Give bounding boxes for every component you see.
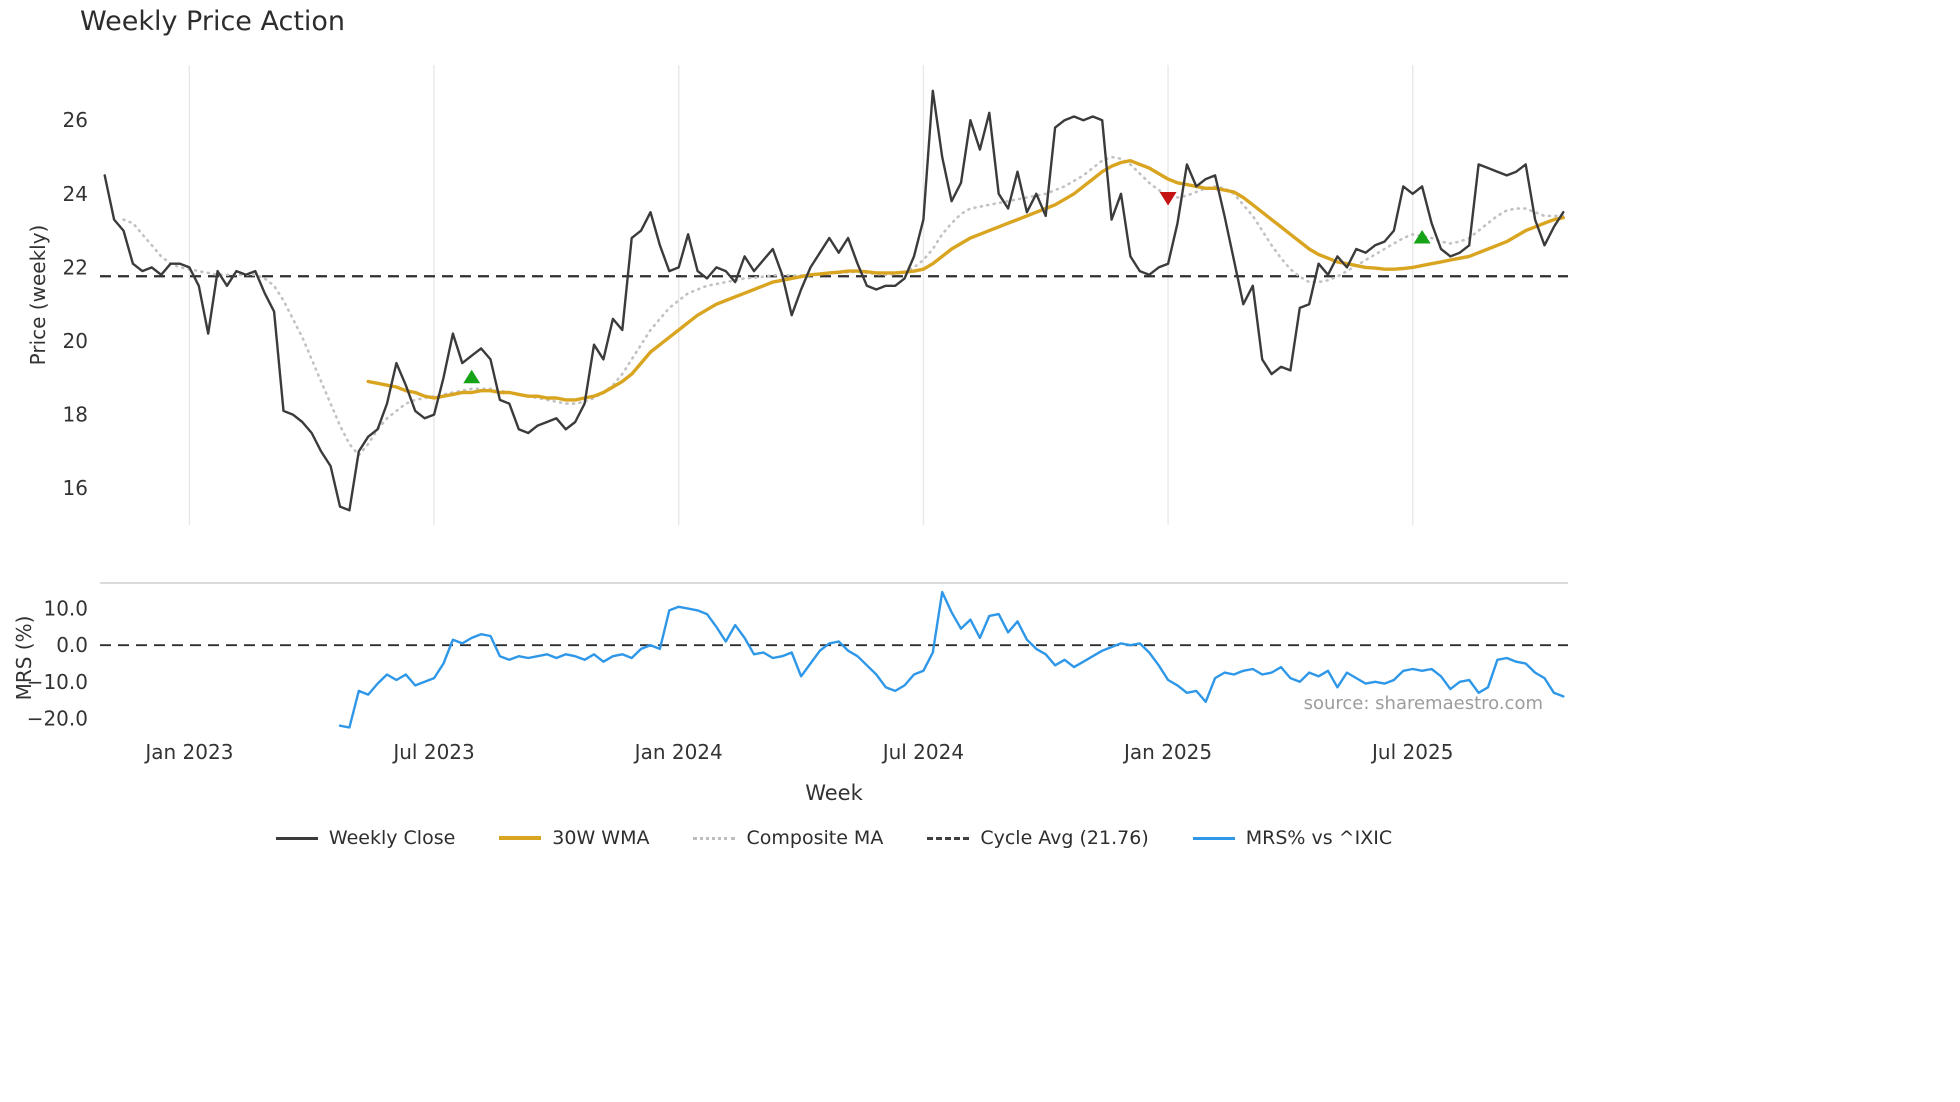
y-tick-label: 24 (63, 182, 88, 206)
x-tick-label: Jan 2023 (143, 740, 233, 764)
legend-item-30w-wma: 30W WMA (499, 827, 649, 849)
chart-title: Weekly Price Action (80, 6, 346, 37)
weekly-close-series (103, 89, 1565, 512)
wma-line-swatch (499, 836, 542, 840)
buy-signal-marker (1413, 229, 1431, 244)
y-tick-label: 16 (63, 476, 88, 500)
composite-ma-series (122, 155, 1565, 457)
x-tick-label: Jan 2024 (633, 740, 723, 764)
legend-item-cycle-avg: Cycle Avg (21.76) (927, 827, 1149, 849)
y-tick-label: −20.0 (27, 706, 88, 730)
composite-ma-line-swatch (693, 836, 736, 840)
legend-label-composite-ma: Composite MA (746, 827, 884, 849)
sell-signal-marker (1159, 191, 1177, 206)
week-axis-label: Week (805, 781, 863, 805)
y-tick-label: 18 (63, 403, 88, 427)
x-tick-label: Jan 2025 (1122, 740, 1212, 764)
weekly-close-line-swatch (275, 836, 318, 840)
mrs-line-swatch (1192, 836, 1235, 840)
y-tick-label: −10.0 (27, 670, 88, 694)
source-credit: source: sharemaestro.com (1303, 693, 1543, 714)
legend-item-mrs: MRS% vs ^IXIC (1192, 827, 1393, 849)
y-tick-label: 20 (63, 329, 88, 353)
mrs-axis-label: MRS (%) (12, 615, 36, 701)
y-tick-label: 10.0 (43, 597, 88, 621)
buy-signal-marker (463, 369, 481, 384)
x-tick-label: Jul 2024 (881, 740, 964, 764)
legend-item-weekly-close: Weekly Close (275, 827, 456, 849)
x-tick-label: Jul 2025 (1370, 740, 1453, 764)
legend-label-weekly-close: Weekly Close (328, 827, 456, 849)
y-tick-label: 26 (63, 108, 88, 132)
cycle-avg-line-swatch (927, 836, 970, 840)
y-tick-label: 22 (63, 255, 88, 279)
legend-item-composite-ma: Composite MA (693, 827, 883, 849)
chart-legend: Weekly Close 30W WMA Composite MA Cycle … (100, 827, 1568, 849)
legend-label-cycle-avg: Cycle Avg (21.76) (980, 827, 1149, 849)
price-axis-label: Price (weekly) (26, 224, 50, 366)
legend-label-30w-wma: 30W WMA (552, 827, 650, 849)
30w-wma-series (366, 159, 1565, 402)
legend-label-mrs: MRS% vs ^IXIC (1245, 827, 1393, 849)
mrs-vs-ixic-series (338, 590, 1565, 729)
y-tick-label: 0.0 (56, 633, 88, 657)
x-tick-label: Jul 2023 (391, 740, 474, 764)
